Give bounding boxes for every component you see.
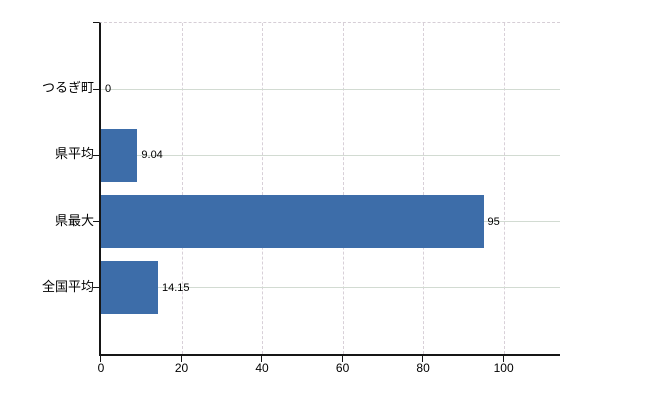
category-label: 県最大 (54, 212, 94, 228)
row-gridline (101, 154, 560, 156)
x-tick-label: 80 (416, 361, 430, 375)
y-axis-tick (93, 88, 99, 90)
x-tick-label: 60 (335, 361, 350, 375)
x-tick-label: 0 (97, 361, 105, 375)
plot-area: 0 9.04 95 14.15 (93, 22, 560, 362)
x-axis-tick (422, 356, 424, 362)
y-axis-tick (93, 154, 99, 156)
x-axis-tick (100, 356, 101, 362)
x-axis-tick (341, 356, 343, 362)
y-axis-tick (93, 287, 99, 289)
bar (101, 195, 484, 249)
category-label: 全国平均 (41, 278, 94, 294)
row-gridline (101, 287, 560, 289)
bar (101, 128, 138, 182)
bar-value-label: 0 (105, 83, 112, 96)
vertical-gridline (503, 23, 505, 354)
vertical-gridline (423, 23, 425, 354)
vertical-gridline (342, 23, 344, 354)
x-tick-label: 40 (255, 361, 269, 375)
x-axis-tick (502, 356, 504, 362)
bar (101, 261, 158, 315)
y-axis-top-tick (93, 22, 99, 23)
bar-value-label: 14.15 (161, 281, 190, 294)
vertical-gridline (181, 23, 183, 354)
x-tick-label: 100 (493, 361, 514, 375)
bar-value-label: 95 (487, 215, 500, 228)
category-label: つるぎ町 (41, 80, 94, 96)
row-gridline (101, 88, 560, 90)
x-tick-label: 20 (174, 361, 189, 375)
x-axis-tick (180, 356, 182, 362)
vertical-gridline (262, 23, 264, 354)
bar-value-label: 9.04 (141, 149, 163, 162)
category-label: 県平均 (54, 146, 94, 162)
y-axis-tick (93, 221, 99, 223)
x-axis-tick (261, 356, 263, 362)
